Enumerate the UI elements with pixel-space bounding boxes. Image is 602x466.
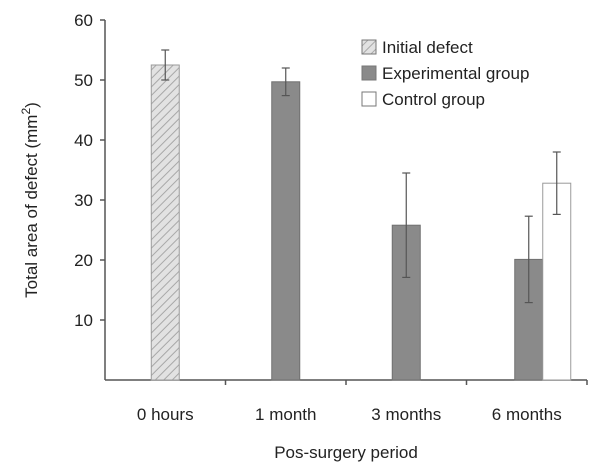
bars [150, 64, 572, 381]
legend-swatch [361, 39, 377, 55]
y-tick-label: 10 [74, 311, 93, 330]
y-tick-label: 40 [74, 131, 93, 150]
legend-label: Initial defect [382, 38, 473, 57]
x-tick-label: 0 hours [137, 405, 194, 424]
legend-swatch [361, 65, 377, 81]
x-axis-ticks: 0 hours 1 month 3 months 6 months [137, 380, 588, 424]
x-tick-label: 3 months [371, 405, 441, 424]
legend-label: Experimental group [382, 64, 529, 83]
error-bars [161, 49, 561, 304]
y-tick-label: 20 [74, 251, 93, 270]
bar-initial-defect [150, 64, 180, 381]
y-tick-label: 60 [74, 11, 93, 30]
legend-label: Control group [382, 90, 485, 109]
y-axis-title: Total area of defect (mm2) [19, 102, 41, 298]
x-tick-label: 1 month [255, 405, 316, 424]
x-axis-title: Pos-surgery period [274, 443, 418, 462]
y-tick-label: 50 [74, 71, 93, 90]
legend-swatch [361, 91, 377, 107]
y-tick-label: 30 [74, 191, 93, 210]
legend: Initial defect Experimental group Control … [361, 38, 529, 109]
bar-experimental-group [271, 81, 301, 381]
y-axis-ticks: 10 20 30 40 50 60 [74, 11, 105, 330]
x-tick-label: 6 months [492, 405, 562, 424]
